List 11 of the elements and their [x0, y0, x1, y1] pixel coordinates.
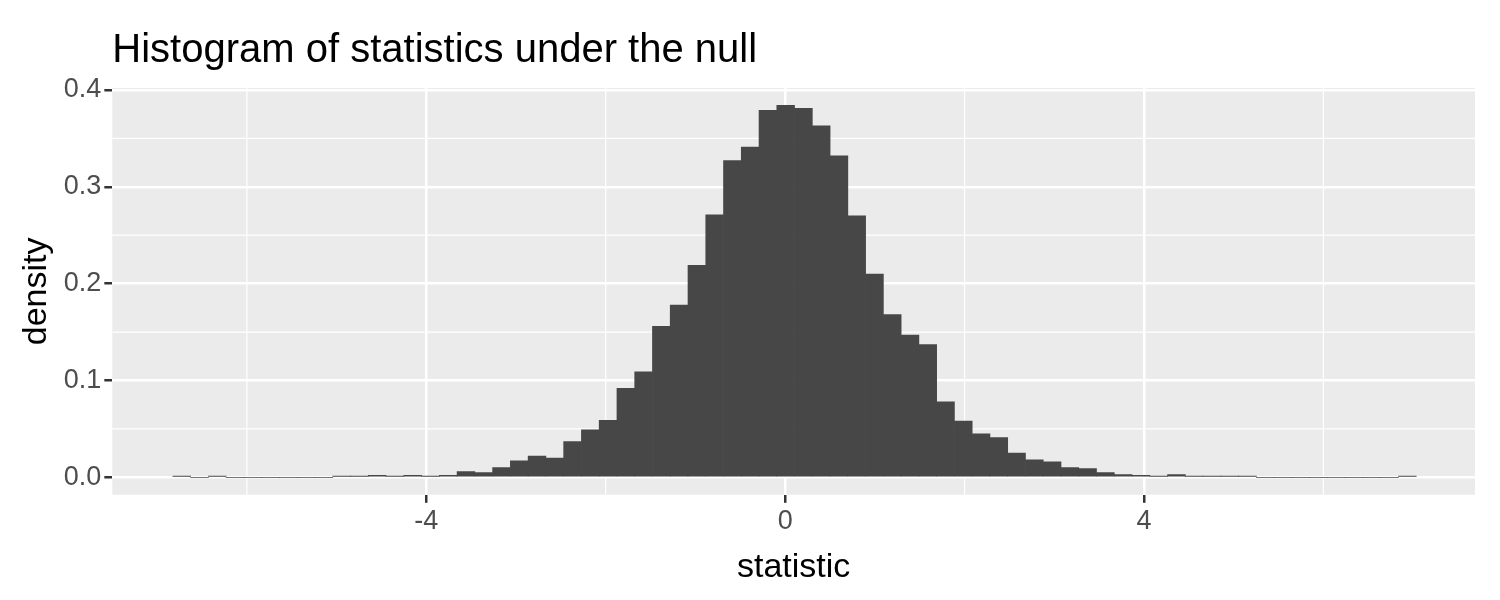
y-axis-title: density	[14, 237, 53, 346]
x-tick-label: 4	[1136, 505, 1152, 536]
y-tick-label: 0.2	[63, 267, 102, 298]
y-tick-label: 0.4	[63, 73, 102, 104]
y-tick-label: 0.3	[63, 170, 102, 201]
x-tick-label: -4	[414, 505, 439, 536]
y-tick-label: 0.0	[63, 460, 102, 491]
chart-title: Histogram of statistics under the null	[112, 26, 758, 70]
y-tick-label: 0.1	[63, 363, 102, 394]
x-tick-label: 0	[777, 505, 793, 536]
x-axis-title: statistic	[736, 545, 851, 584]
